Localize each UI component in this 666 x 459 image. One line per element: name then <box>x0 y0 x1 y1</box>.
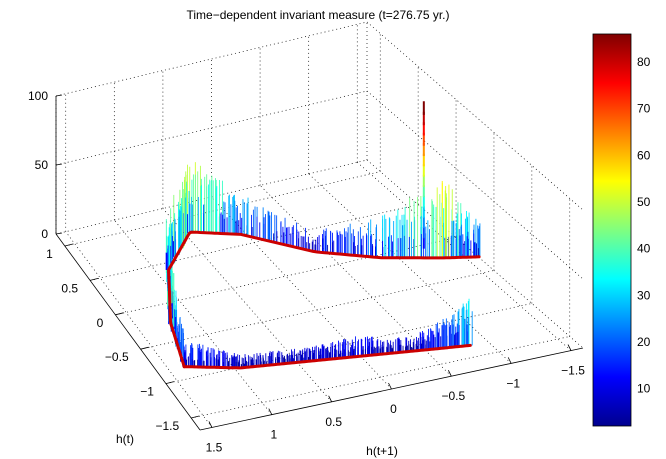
chart-title: Time−dependent invariant measure (t=276.… <box>186 8 449 22</box>
z-tick-mark <box>55 94 63 97</box>
y-tick-mark <box>115 312 124 316</box>
colorbar-ticks: 10 20 30 40 50 60 70 80 <box>637 55 651 396</box>
floor-grid-line <box>65 231 213 428</box>
x-tick-label: −0.5 <box>441 389 465 403</box>
floor-grid-line <box>114 219 273 415</box>
colorbar-gradient <box>592 33 632 427</box>
grid <box>55 21 584 428</box>
x-tick-mark <box>208 421 213 428</box>
y-ticks: 1 0.5 0 −0.5 −1 −1.5 <box>46 247 179 433</box>
floor-grid-line <box>90 204 419 281</box>
x-ticks: 1.5 1 0.5 0 −0.5 −1 −1.5 <box>206 364 586 455</box>
colorbar-tick-label: 60 <box>637 148 651 162</box>
z-tick-mark <box>55 163 63 166</box>
colorbar-tick-label: 30 <box>637 288 651 302</box>
floor-grid-line <box>140 270 495 350</box>
colorbar: 10 20 30 40 50 60 70 80 <box>592 33 651 427</box>
y-tick-mark <box>64 243 73 247</box>
side-wall-grid-line <box>366 21 584 211</box>
y-tick-label: 0 <box>97 316 104 330</box>
base-curve-segment <box>182 343 472 370</box>
z-tick-label: 50 <box>35 158 49 172</box>
z-tick-mark <box>55 232 63 235</box>
base-curve <box>167 230 481 370</box>
x-tick-mark <box>447 370 452 377</box>
colorbar-tick-label: 50 <box>637 195 651 209</box>
floor-grid-line <box>165 303 532 384</box>
y-tick-mark <box>90 278 99 281</box>
density-surface <box>165 101 481 368</box>
x-tick-label: 0 <box>390 402 397 416</box>
colorbar-tick-label: 10 <box>637 382 651 396</box>
y-tick-mark <box>165 381 174 384</box>
x-tick-mark <box>567 344 572 351</box>
y-tick-label: 0.5 <box>61 281 78 295</box>
y-tick-mark <box>140 346 149 350</box>
y-tick-label: −1.5 <box>155 419 179 433</box>
z-ticks: 0 50 100 <box>28 89 48 241</box>
colorbar-tick-label: 40 <box>637 242 651 256</box>
colorbar-tick-label: 70 <box>637 102 651 116</box>
y-tick-label: −1 <box>140 385 154 399</box>
x-axis-label: h(t+1) <box>366 444 398 458</box>
x-tick-label: 0.5 <box>325 415 342 429</box>
x-tick-label: 1 <box>270 428 277 442</box>
x-tick-mark <box>268 408 273 415</box>
y-axis-line <box>55 233 201 431</box>
z-tick-label: 100 <box>28 89 48 103</box>
x-tick-label: −1 <box>506 376 520 390</box>
x-tick-mark <box>388 382 392 390</box>
y-tick-label: 1 <box>46 247 53 261</box>
colorbar-tick-label: 20 <box>637 335 651 349</box>
colorbar-tick-label: 80 <box>637 55 651 69</box>
x-tick-label: −1.5 <box>561 364 585 378</box>
y-tick-mark <box>191 415 200 419</box>
y-axis-label: h(t) <box>116 432 134 446</box>
z-tick-label: 0 <box>41 227 48 241</box>
y-tick-label: −0.5 <box>105 350 129 364</box>
x-tick-mark <box>328 395 333 402</box>
floor-grid-line <box>162 208 332 403</box>
base-curve-segment <box>167 230 481 369</box>
axes <box>55 94 584 431</box>
floor-grid-line <box>191 336 570 419</box>
x-tick-mark <box>507 357 512 364</box>
x-tick-label: 1.5 <box>206 440 223 454</box>
